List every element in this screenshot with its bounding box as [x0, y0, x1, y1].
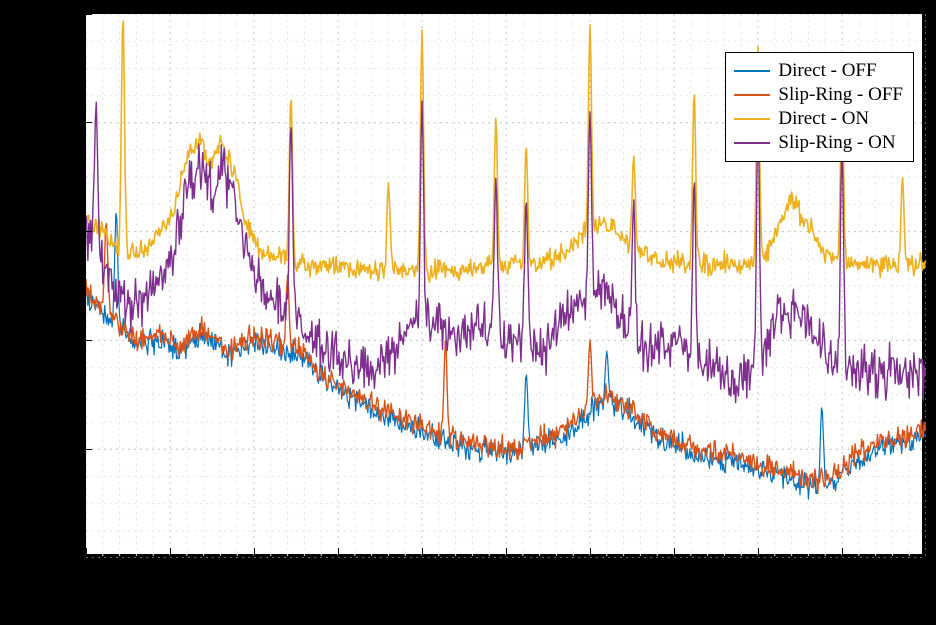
x-tick [86, 548, 87, 556]
x-tick [170, 548, 171, 556]
legend-swatch [734, 70, 770, 73]
legend-item: Slip-Ring - ON [734, 131, 903, 155]
x-tick [758, 548, 759, 556]
y-tick [84, 231, 92, 232]
x-tick [590, 548, 591, 556]
x-tick [842, 548, 843, 556]
y-tick [84, 558, 92, 559]
y-tick [84, 340, 92, 341]
chart-root: { "chart": { "type": "line", "background… [0, 0, 936, 625]
legend-swatch [734, 118, 770, 121]
legend-item: Direct - ON [734, 107, 903, 131]
legend-label: Slip-Ring - OFF [778, 84, 903, 106]
legend-swatch [734, 94, 770, 97]
legend-label: Slip-Ring - ON [778, 132, 895, 154]
x-tick [674, 548, 675, 556]
y-tick [84, 449, 92, 450]
legend-swatch [734, 142, 770, 145]
x-tick [926, 548, 927, 556]
legend-item: Slip-Ring - OFF [734, 83, 903, 107]
x-tick [338, 548, 339, 556]
x-tick [422, 548, 423, 556]
legend-label: Direct - OFF [778, 60, 876, 82]
x-tick [506, 548, 507, 556]
legend: Direct - OFFSlip-Ring - OFFDirect - ONSl… [725, 52, 914, 162]
legend-item: Direct - OFF [734, 59, 903, 83]
y-tick [84, 122, 92, 123]
legend-label: Direct - ON [778, 108, 869, 130]
x-tick [254, 548, 255, 556]
y-tick [84, 14, 92, 15]
